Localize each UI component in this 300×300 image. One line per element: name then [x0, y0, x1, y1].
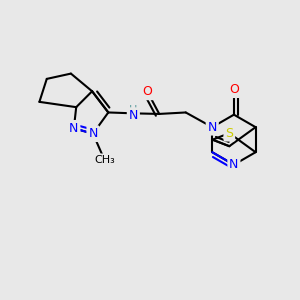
Text: H: H [129, 105, 137, 115]
Text: N: N [208, 121, 217, 134]
Text: O: O [142, 85, 152, 98]
Text: S: S [225, 127, 233, 140]
Text: O: O [229, 83, 239, 96]
Text: CH₃: CH₃ [94, 155, 115, 165]
Text: N: N [129, 109, 138, 122]
Text: N: N [69, 122, 79, 135]
Text: N: N [229, 158, 239, 171]
Text: N: N [88, 127, 98, 140]
